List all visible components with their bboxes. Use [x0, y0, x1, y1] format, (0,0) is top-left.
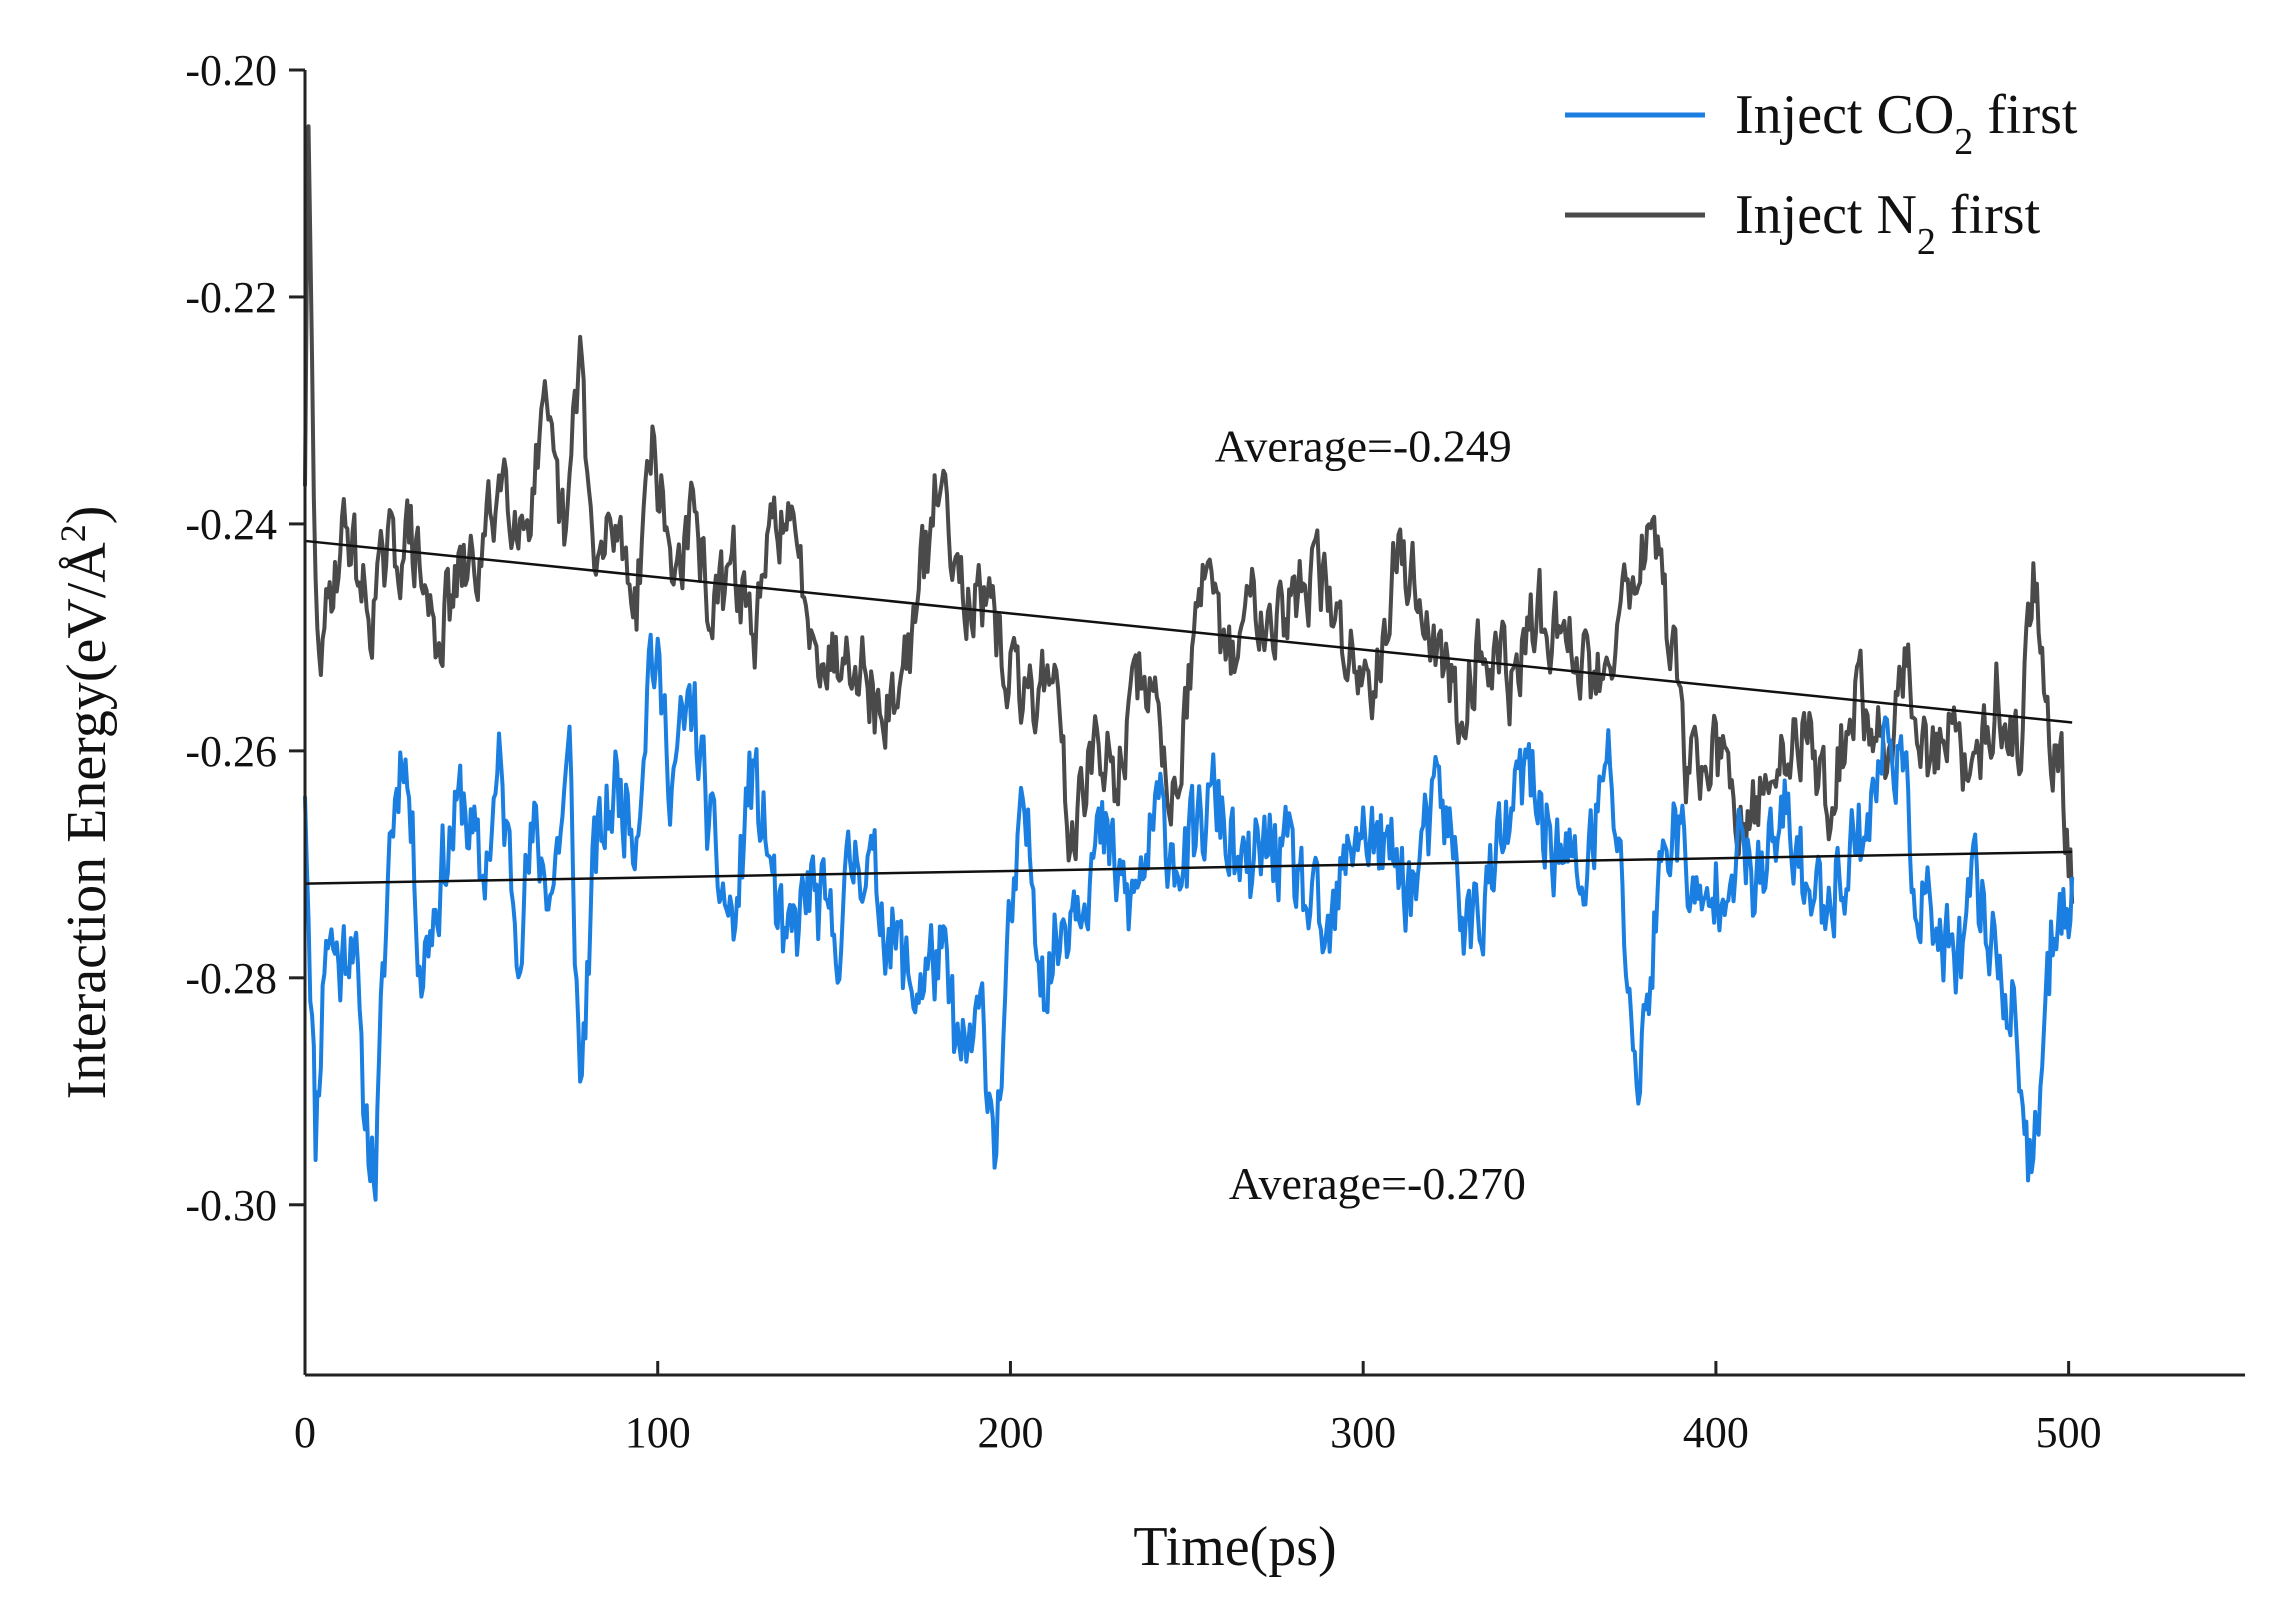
axes: 0 100 200 300 400 500 -0.20-0.22-0.24-0.26-0.… [185, 46, 2245, 1457]
y-tick-label: -0.26 [185, 727, 277, 776]
legend-item-n2: Inject N2 first [1565, 184, 2041, 263]
legend-label-n2-post: first [1936, 184, 2041, 246]
series-line-co2 [303, 632, 2075, 1202]
legend-label-co2-post: first [1973, 84, 2078, 146]
y-tick-label: -0.22 [185, 273, 277, 322]
legend-label-n2-sub: 2 [1917, 221, 1936, 263]
annotations: Average=-0.249 Average=-0.270 [1215, 421, 1526, 1210]
legend-label-co2-pre: Inject CO [1735, 84, 1954, 146]
x-tick-label: 0 [294, 1408, 316, 1457]
y-axis-label-main: Interaction Energy(eV/Å [56, 542, 118, 1100]
x-tick-label: 400 [1683, 1408, 1749, 1457]
legend: Inject CO2 first Inject N2 first [1565, 84, 2078, 263]
y-tick-label: -0.28 [185, 954, 277, 1003]
annotation-average-co2: Average=-0.270 [1229, 1158, 1526, 1209]
annotation-average-n2: Average=-0.249 [1215, 421, 1512, 472]
x-tick-label: 300 [1330, 1408, 1396, 1457]
y-tick-label: -0.20 [185, 46, 277, 95]
legend-label-co2: Inject CO2 first [1735, 84, 2078, 163]
plot-area [303, 124, 2075, 1202]
y-tick-label: -0.24 [185, 500, 277, 549]
y-axis-label-superscript: 2 [53, 524, 93, 542]
y-axis-label-close: ) [56, 506, 118, 525]
x-tick-label: 200 [977, 1408, 1043, 1457]
y-tick-label: -0.30 [185, 1181, 277, 1230]
y-axis-ticks: -0.20 -0.22 -0.24 -0.26 -0.28 -0.30 [185, 46, 305, 1230]
legend-label-co2-sub: 2 [1954, 121, 1973, 163]
x-axis-ticks: 0 100 200 300 400 500 [294, 1361, 2102, 1457]
trend-line-co2 [304, 850, 2073, 885]
x-tick-label: 100 [625, 1408, 691, 1457]
series-line-n2 [303, 124, 2075, 904]
trend-lines [304, 539, 2073, 885]
x-tick-label: 500 [2036, 1408, 2102, 1457]
legend-item-co2: Inject CO2 first [1565, 84, 2078, 163]
y-axis-label: Interaction Energy(eV/Å2) [53, 506, 118, 1100]
x-axis-label: Time(ps) [1133, 1516, 1336, 1578]
legend-label-n2-pre: Inject N [1735, 184, 1917, 246]
trend-line-n2 [304, 539, 2073, 724]
legend-label-n2: Inject N2 first [1735, 184, 2041, 263]
